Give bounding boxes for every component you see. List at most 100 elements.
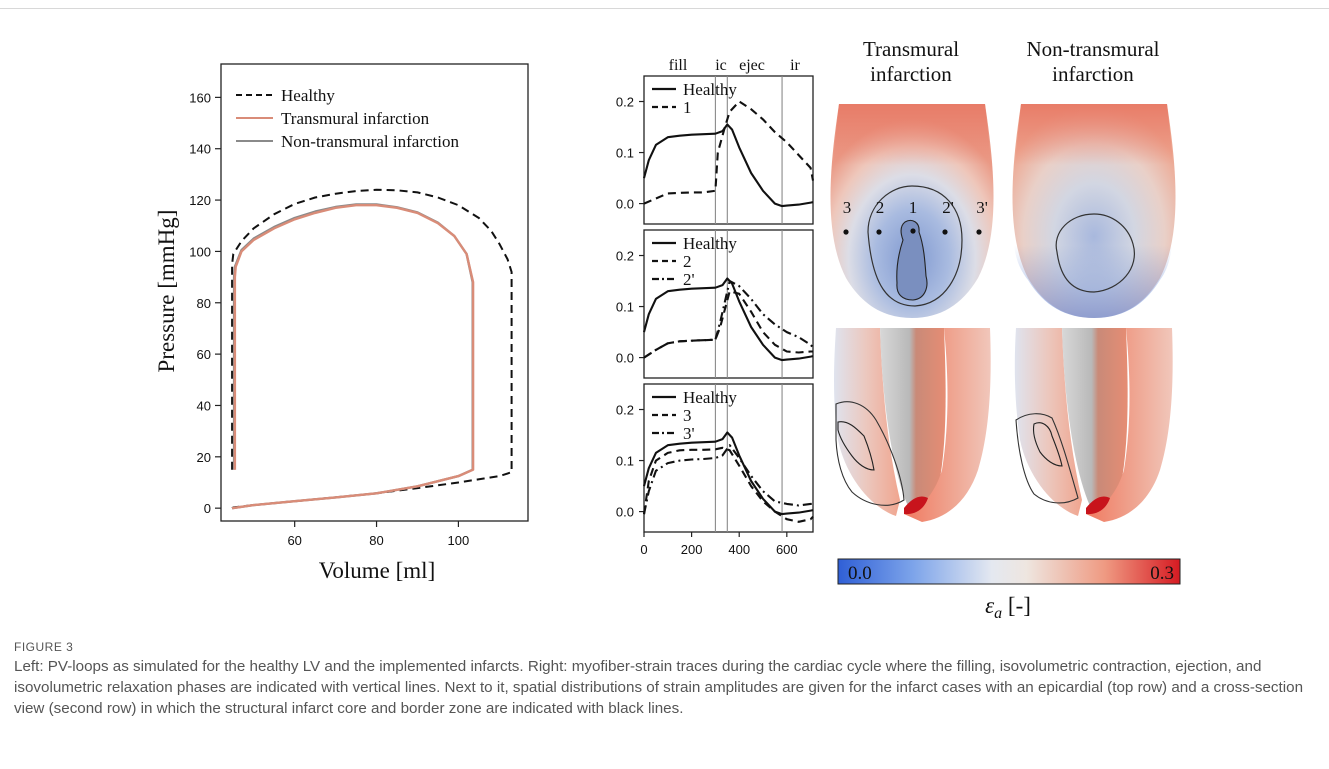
strain-legend-label: Healthy <box>683 80 737 99</box>
pv-x-tick-label: 80 <box>369 533 383 548</box>
pv-legend-label: Non-transmural infarction <box>281 132 459 151</box>
strain-legend-label: 1 <box>683 98 692 117</box>
top-rule <box>0 8 1329 9</box>
strain-legend-label: 3 <box>683 406 692 425</box>
strain-y-tick-label: 0.0 <box>616 197 634 212</box>
strain-y-tick-label: 0.1 <box>616 300 634 315</box>
transmural-xs-apex-hotspot <box>904 496 928 515</box>
transmural-xs-cavity <box>880 328 946 508</box>
marker-label-2prime: 2' <box>942 198 954 217</box>
strain-panel-frame <box>643 75 814 225</box>
strain-x-tick-label: 600 <box>776 542 798 557</box>
pv-legend: Healthy Transmural infarction Non-transmur… <box>236 86 459 151</box>
caption-text: Left: PV-loops as simulated for the heal… <box>14 658 1304 717</box>
strain-legend-label: 2 <box>683 252 692 271</box>
infarct-strain-maps: Transmural infarction Non-transmural inf… <box>830 37 1181 622</box>
pv-x-tick-label: 60 <box>287 533 301 548</box>
strain-x-tick-label: 400 <box>728 542 750 557</box>
marker-dot-2prime <box>942 229 948 235</box>
strain-legend-label: 3' <box>683 424 695 443</box>
nontransmural-epi-apex-shade <box>1014 245 1172 318</box>
phase-label-ejec: ejec <box>739 57 765 74</box>
col-title-nontransmural-line2: infarction <box>1052 62 1134 86</box>
colorbar-gradient <box>837 558 1181 585</box>
colorbar-max-label: 0.3 <box>1150 563 1174 584</box>
strain-series-point-3prime <box>642 444 813 515</box>
strain-panel-frame <box>643 229 814 379</box>
nontransmural-xs-left-wall <box>1014 328 1082 516</box>
transmural-border-zone <box>867 185 963 307</box>
nontransmural-border-zone <box>1055 213 1135 293</box>
nontransmural-xs-right-wall <box>1086 328 1173 522</box>
transmural-xs-right-wall <box>904 328 991 522</box>
pv-loop-chart: 60 80 100 0 20 40 60 80 100 120 140 160 Healthy Tra… <box>154 63 529 583</box>
strain-y-tick-label: 0.1 <box>616 454 634 469</box>
nontransmural-epicardial-view <box>1012 104 1176 318</box>
pv-legend-label: Transmural infarction <box>281 109 430 128</box>
transmural-xs-border-zone <box>835 401 905 506</box>
pv-legend-label: Healthy <box>281 86 335 105</box>
phase-labels: fill ic ejec ir <box>669 57 801 74</box>
strain-x-tick-label: 0 <box>640 542 647 557</box>
strain-series-healthy <box>642 431 814 516</box>
strain-series-healthy <box>642 123 814 208</box>
strain-y-tick-label: 0.0 <box>616 351 634 366</box>
phase-label-ic: ic <box>715 57 727 74</box>
colorbar: 0.0 0.3 εa [-] <box>837 558 1181 622</box>
pv-y-tick-label: 120 <box>189 193 211 208</box>
figure-caption: FIGURE 3 Left: PV-loops as simulated for… <box>14 640 1304 719</box>
pv-y-tick-label: 140 <box>189 142 211 157</box>
pv-y-tick-label: 0 <box>204 501 211 516</box>
pv-y-tick-label: 80 <box>197 296 211 311</box>
marker-dot-2 <box>876 229 882 235</box>
transmural-epi-base-shade <box>833 104 991 165</box>
phase-label-fill: fill <box>669 57 688 74</box>
nontransmural-xs-apex-hotspot <box>1086 496 1110 515</box>
pv-x-tick-label: 100 <box>448 533 470 548</box>
strain-legend-label: Healthy <box>683 388 737 407</box>
colorbar-min-label: 0.0 <box>848 563 872 584</box>
transmural-infarct-core <box>896 219 928 301</box>
transmural-cross-section <box>834 328 991 522</box>
pv-y-axis-label: Pressure [mmHg] <box>154 210 179 373</box>
pv-x-ticks: 60 80 100 <box>287 521 469 548</box>
nontransmural-cross-section <box>1014 328 1173 522</box>
marker-label-2: 2 <box>876 198 885 217</box>
marker-dot-1 <box>910 228 916 234</box>
strain-panel-frame <box>643 383 814 533</box>
col-title-nontransmural-line1: Non-transmural <box>1027 37 1160 61</box>
figure-label: FIGURE 3 <box>14 640 74 654</box>
marker-dot-3 <box>843 229 849 235</box>
strain-y-tick-label: 0.2 <box>616 249 634 264</box>
marker-label-1: 1 <box>909 198 918 217</box>
marker-label-3: 3 <box>843 198 852 217</box>
nontransmural-xs-infarct-core <box>1032 422 1063 467</box>
phase-label-ir: ir <box>790 57 800 74</box>
strain-trace-charts: fill ic ejec ir 0.00.10.2Healthy10.00.10.2H… <box>616 57 815 557</box>
colorbar-label: εa [-] <box>985 593 1031 622</box>
pv-y-tick-label: 100 <box>189 244 211 259</box>
transmural-epicardial-view: 3 2 1 2' 3' <box>830 104 994 318</box>
strain-legend-label: Healthy <box>683 234 737 253</box>
strain-x-tick-label: 200 <box>681 542 703 557</box>
epi-markers: 3 2 1 2' 3' <box>843 198 988 235</box>
strain-series-point-1 <box>643 100 815 205</box>
pv-y-tick-label: 20 <box>197 450 211 465</box>
marker-dot-3prime <box>976 229 982 235</box>
strain-y-tick-label: 0.2 <box>616 403 634 418</box>
col-title-transmural-line1: Transmural <box>863 37 959 61</box>
strain-x-ticks: 0 200 400 600 <box>640 532 798 557</box>
pv-x-axis-label: Volume [ml] <box>319 558 435 583</box>
pv-series-group <box>231 188 513 510</box>
pv-series-transmural-infarction <box>231 203 475 510</box>
nontransmural-xs-cavity <box>1062 328 1128 508</box>
pv-y-tick-label: 60 <box>197 347 211 362</box>
strain-y-tick-label: 0.0 <box>616 505 634 520</box>
nontransmural-epi-base-shade <box>1015 104 1173 165</box>
transmural-xs-infarct-core <box>837 421 875 471</box>
strain-y-tick-label: 0.1 <box>616 146 634 161</box>
